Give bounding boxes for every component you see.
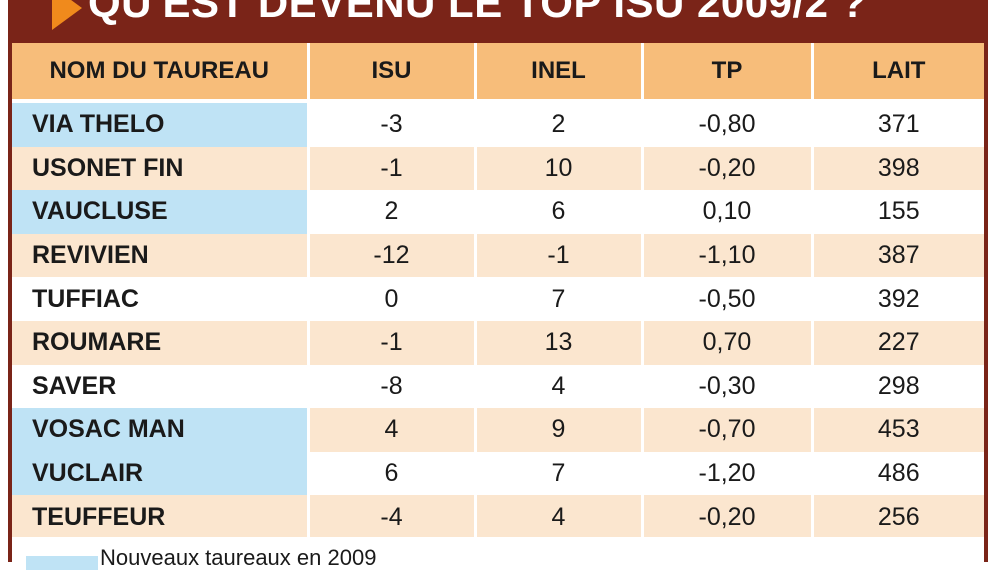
cell-isu: -1 <box>308 320 477 365</box>
table-row: REVIVIEN -12 -1 -1,10 387 <box>12 233 984 278</box>
column-header-lait: LAIT <box>812 43 984 103</box>
cell-lait: 398 <box>812 146 984 191</box>
cell-inel: 13 <box>475 320 644 365</box>
cell-bull-name: VUCLAIR <box>12 451 310 496</box>
cell-bull-name: USONET FIN <box>12 146 310 191</box>
cell-bull-name: VOSAC MAN <box>12 408 310 452</box>
cell-lait: 392 <box>812 277 984 321</box>
cell-inel: 7 <box>475 451 644 496</box>
cell-tp: -0,70 <box>642 408 814 452</box>
column-header-inel: INEL <box>475 43 644 103</box>
table-row: VIA THELO -3 2 -0,80 371 <box>12 101 984 147</box>
title-bar: QU'EST DEVENU LE TOP ISU 2009/2 ? <box>8 0 988 40</box>
cell-tp: -0,30 <box>642 364 814 409</box>
column-header-isu: ISU <box>308 43 477 103</box>
cell-bull-name: TEUFFEUR <box>12 495 310 539</box>
table-row: VAUCLUSE 2 6 0,10 155 <box>12 190 984 234</box>
column-header-name: NOM DU TAUREAU <box>12 43 310 103</box>
table-body: VIA THELO -3 2 -0,80 371 USONET FIN -1 10 -0,20 3… <box>12 101 984 539</box>
cell-isu: -1 <box>308 146 477 191</box>
cell-inel: 4 <box>475 364 644 409</box>
table-header-row: NOM DU TAUREAU ISU INEL TP LAIT <box>12 43 984 103</box>
cell-lait: 387 <box>812 233 984 278</box>
cell-lait: 256 <box>812 495 984 539</box>
cell-inel: 7 <box>475 277 644 321</box>
cell-bull-name: VAUCLUSE <box>12 190 310 234</box>
cell-tp: -0,20 <box>642 146 814 191</box>
cell-isu: 6 <box>308 451 477 496</box>
cell-bull-name: TUFFIAC <box>12 277 310 321</box>
cell-inel: -1 <box>475 233 644 278</box>
cell-lait: 453 <box>812 408 984 452</box>
cell-inel: 9 <box>475 408 644 452</box>
cell-tp: -1,20 <box>642 451 814 496</box>
table-row: TEUFFEUR -4 4 -0,20 256 <box>12 495 984 539</box>
legend-label: Nouveaux taureaux en 2009 <box>100 545 377 570</box>
cell-tp: 0,70 <box>642 320 814 365</box>
cell-isu: 2 <box>308 190 477 234</box>
table-row: ROUMARE -1 13 0,70 227 <box>12 320 984 365</box>
cell-inel: 4 <box>475 495 644 539</box>
cell-tp: -0,50 <box>642 277 814 321</box>
cell-isu: -4 <box>308 495 477 539</box>
table-frame: QU'EST DEVENU LE TOP ISU 2009/2 ? NOM DU… <box>8 0 988 570</box>
cell-tp: 0,10 <box>642 190 814 234</box>
cell-bull-name: VIA THELO <box>12 101 310 147</box>
cell-lait: 486 <box>812 451 984 496</box>
cell-isu: -8 <box>308 364 477 409</box>
cell-tp: -0,80 <box>642 101 814 147</box>
table-row: VUCLAIR 6 7 -1,20 486 <box>12 451 984 496</box>
cell-isu: -12 <box>308 233 477 278</box>
bull-table: NOM DU TAUREAU ISU INEL TP LAIT VIA THEL… <box>12 43 984 539</box>
orange-arrow-icon <box>52 0 82 30</box>
cell-bull-name: SAVER <box>12 364 310 409</box>
cell-inel: 2 <box>475 101 644 147</box>
cell-isu: -3 <box>308 101 477 147</box>
legend: Nouveaux taureaux en 2009 <box>12 537 984 570</box>
cell-lait: 371 <box>812 101 984 147</box>
table-container: NOM DU TAUREAU ISU INEL TP LAIT VIA THEL… <box>12 43 984 539</box>
legend-swatch <box>26 556 98 570</box>
cell-isu: 0 <box>308 277 477 321</box>
cell-isu: 4 <box>308 408 477 452</box>
cell-inel: 6 <box>475 190 644 234</box>
table-row: TUFFIAC 0 7 -0,50 392 <box>12 277 984 321</box>
cell-tp: -0,20 <box>642 495 814 539</box>
cell-lait: 155 <box>812 190 984 234</box>
page-title: QU'EST DEVENU LE TOP ISU 2009/2 ? <box>88 0 867 26</box>
table-row: SAVER -8 4 -0,30 298 <box>12 364 984 409</box>
cell-bull-name: REVIVIEN <box>12 233 310 278</box>
table-row: VOSAC MAN 4 9 -0,70 453 <box>12 408 984 452</box>
cell-inel: 10 <box>475 146 644 191</box>
cell-lait: 298 <box>812 364 984 409</box>
table-row: USONET FIN -1 10 -0,20 398 <box>12 146 984 191</box>
cell-lait: 227 <box>812 320 984 365</box>
column-header-tp: TP <box>642 43 814 103</box>
cell-tp: -1,10 <box>642 233 814 278</box>
cell-bull-name: ROUMARE <box>12 320 310 365</box>
